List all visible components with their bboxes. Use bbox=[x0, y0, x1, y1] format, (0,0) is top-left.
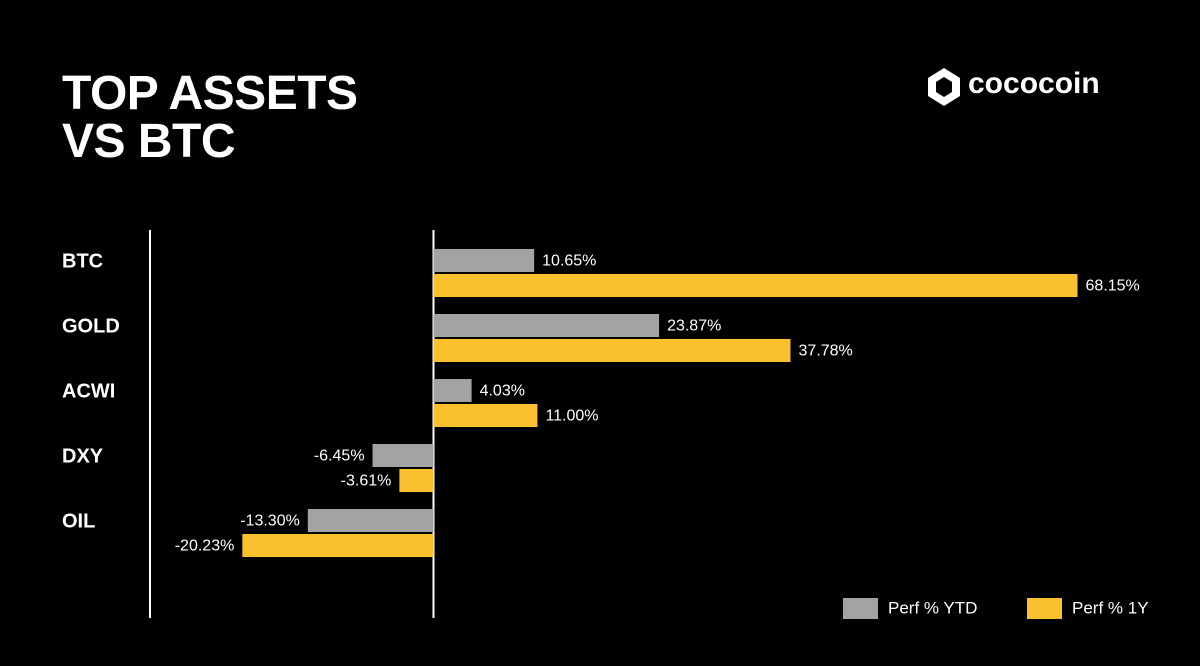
logo-icon bbox=[928, 68, 960, 106]
value-label: 11.00% bbox=[545, 408, 598, 425]
brand-logo: cococoin bbox=[928, 67, 1100, 106]
chart-title: TOP ASSETS VS BTC bbox=[62, 67, 358, 168]
legend-label: Perf % YTD bbox=[888, 598, 977, 617]
value-label: 4.03% bbox=[480, 383, 525, 400]
value-label: -20.23% bbox=[175, 538, 235, 555]
bar bbox=[433, 274, 1078, 297]
value-label: 37.78% bbox=[799, 343, 853, 360]
bar bbox=[433, 404, 538, 427]
value-label: -6.45% bbox=[314, 448, 365, 465]
value-label: 23.87% bbox=[667, 318, 721, 335]
value-label: 10.65% bbox=[542, 253, 596, 270]
bar bbox=[433, 249, 535, 272]
value-label: -3.61% bbox=[341, 473, 392, 490]
category-label: ACWI bbox=[62, 380, 115, 402]
legend-swatch bbox=[843, 598, 878, 619]
bar bbox=[433, 339, 791, 362]
bar bbox=[372, 444, 434, 467]
bar bbox=[242, 534, 434, 557]
legend-label: Perf % 1Y bbox=[1072, 598, 1149, 617]
brand-name: cococoin bbox=[968, 67, 1100, 100]
bar bbox=[433, 379, 472, 402]
category-label: GOLD bbox=[62, 315, 120, 337]
category-label: BTC bbox=[62, 250, 103, 272]
legend-swatch bbox=[1027, 598, 1062, 619]
bar bbox=[433, 314, 660, 337]
bar bbox=[307, 509, 434, 532]
category-label: OIL bbox=[62, 510, 95, 532]
bar bbox=[399, 469, 434, 492]
category-label: DXY bbox=[62, 445, 104, 467]
value-label: -13.30% bbox=[240, 513, 300, 530]
value-label: 68.15% bbox=[1086, 278, 1140, 295]
